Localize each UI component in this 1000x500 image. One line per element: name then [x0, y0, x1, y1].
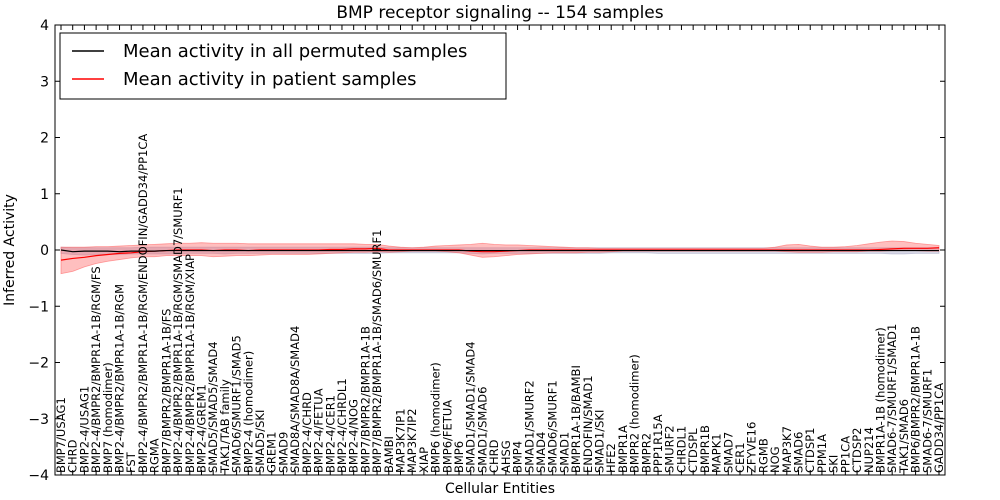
x-tick-label: CHRDL1 — [674, 426, 688, 473]
x-tick-label: CER1 — [733, 442, 747, 473]
y-tick-label: −4 — [28, 468, 49, 484]
x-tick-label: PP1CA — [838, 436, 852, 473]
x-tick-label: BMP7 (homodimer) — [101, 362, 115, 473]
x-tick-label: SMAD8A/SMAD8A/SMAD4 — [288, 326, 302, 473]
x-tick-label: SMAD9 — [276, 432, 290, 473]
x-tick-label: CTDSP1 — [803, 428, 817, 473]
y-axis: −4 −3 −2 −1 0 1 2 3 4 — [28, 18, 945, 484]
x-tick-label: CTDSPL — [686, 428, 700, 473]
x-tick-label: SMAD5/SKI — [253, 410, 267, 473]
x-tick-label: BMP6/BMPR2/BMPR1A-1B — [909, 326, 923, 473]
x-tick-label: GREM1 — [265, 432, 279, 473]
x-tick-label: BMPR1A — [616, 425, 630, 473]
series-lines — [60, 247, 940, 261]
x-tick-label: BMP2-4/BMPR2/BMPR1A-1B/RGM/SMAD7/SMURF1 — [171, 187, 185, 473]
x-tick-label: SMAD6-7/SMURF1/SMAD1 — [885, 324, 899, 473]
legend-label: Mean activity in all permuted samples — [123, 41, 467, 62]
x-tick-label: RGMA — [148, 438, 162, 473]
x-axis-label: Cellular Entities — [445, 481, 555, 497]
x-tick-label: BMP6/FETUA — [440, 400, 454, 473]
x-tick-label: BMP4 — [511, 441, 525, 473]
chart-title: BMP receptor signaling -- 154 samples — [336, 3, 663, 23]
legend: Mean activity in all permuted samples Mea… — [59, 32, 507, 100]
x-tick-label: TAK1/TAB family — [218, 379, 232, 474]
x-tick-label: MAPK1 — [710, 433, 724, 473]
x-tick-label: SMAD4 — [534, 432, 548, 473]
y-tick-label: 4 — [40, 18, 49, 34]
x-tick-label: SMAD1/SMAD6 — [475, 387, 489, 473]
x-tick-label: BMP2-4/FETUA — [312, 388, 326, 473]
x-tick-label: RGMB — [756, 438, 770, 473]
x-tick-label: BMP6 — [452, 441, 466, 473]
x-tick-label: BMP7/BMPR2/BMPR1A-1B — [358, 326, 372, 473]
x-tick-label: BMPR1B — [698, 425, 712, 473]
x-tick-label: BMP7/BMPR2/BMPR1A-1B/FS — [159, 309, 173, 473]
x-tick-label: NUP214 — [862, 427, 876, 473]
x-tick-label: BMP2-4/NOG — [347, 399, 361, 473]
y-tick-label: 3 — [40, 74, 49, 90]
x-tick-label: BMP2-4/CHRDL1 — [335, 378, 349, 473]
x-tick-label: HFE2 — [604, 443, 618, 473]
x-tick-label: BMP2-4 (homodimer) — [241, 351, 255, 473]
x-tick-label: SMAD6 — [792, 432, 806, 473]
x-tick-label: ENDOFIN/SMAD1 — [581, 375, 595, 473]
x-tick-label: CHRD — [487, 439, 501, 473]
x-tick-label: SMAD6/SMURF1/SMAD5 — [230, 335, 244, 473]
x-tick-label: SMAD6-7/SMURF1 — [920, 369, 934, 473]
x-tick-label: ZFYVE16 — [745, 422, 759, 473]
x-tick-label: CHRD — [66, 439, 80, 473]
x-tick-label: BMP2-4/GREM1 — [194, 384, 208, 473]
y-tick-label: 1 — [40, 187, 49, 203]
y-tick-label: 2 — [40, 131, 49, 147]
x-tick-label: SMAD5/SMAD5/SMAD4 — [206, 341, 220, 473]
x-tick-label: BMP6 (homodimer) — [429, 362, 443, 473]
x-tick-label: BAMBI — [382, 436, 396, 473]
x-tick-label: SMAD7 — [721, 432, 735, 473]
y-tick-label: −3 — [28, 412, 49, 428]
x-tick-label: MAP3K7 — [780, 426, 794, 473]
x-tick-label: PPM1A — [815, 434, 829, 473]
x-tick-label: BMP2-4/BMPR2/BMPR1A-1B/RGM — [113, 284, 127, 473]
x-tick-label: MAP3K7IP2 — [405, 408, 419, 473]
x-tick-label: BMP2-4/USAG1 — [77, 386, 91, 473]
x-tick-label: BMP2-4/BMPR2/BMPR1A-1B/RGM/XIAP — [183, 254, 197, 473]
x-tick-label: CTDSP2 — [850, 428, 864, 473]
x-tick-label: SMAD1/SMAD1/SMAD4 — [464, 341, 478, 473]
x-tick-label: BMP7/BMPR2/BMPR1A-1B/SMAD6/SMURF1 — [370, 230, 384, 473]
x-axis: BMP7/USAG1CHRDBMP2-4/USAG1BMP2-4/BMPR2/B… — [54, 25, 946, 475]
line-permuted — [60, 249, 939, 253]
x-tick-label: BMP2-4/BMPR2/BMPR1A-1B/RGM/FS — [89, 266, 103, 473]
legend-label: Mean activity in patient samples — [123, 69, 417, 90]
y-axis-label: Inferred Activity — [2, 194, 18, 306]
x-tick-label: PPP1R15A — [651, 414, 665, 473]
x-tick-label: SMAD1 — [557, 432, 571, 473]
y-tick-label: −2 — [28, 356, 49, 372]
x-tick-label: TAK1/SMAD6 — [897, 399, 911, 474]
x-tick-label: AHSG — [499, 440, 513, 473]
x-tick-label: BMP2-4/CER1 — [323, 395, 337, 473]
x-tick-label: BMPR1A-1B/BAMBI — [569, 365, 583, 473]
x-tick-label: BMPR1A-1B (homodimer) — [873, 327, 887, 473]
legend-box — [59, 32, 507, 100]
x-tick-label: SMURF2 — [663, 425, 677, 473]
x-tick-label: XIAP — [417, 447, 431, 473]
x-tick-label: BMPR2 (homodimer) — [628, 354, 642, 473]
x-tick-label: SMAD6/SMURF1 — [546, 380, 560, 473]
x-tick-label: NOG — [768, 446, 782, 473]
x-tick-label: BMP2-4/CHRD — [300, 392, 314, 473]
x-tick-label: BMP2-4/BMPR2/BMPR1A-1B/RGM/ENDOFIN/GADD3… — [136, 134, 150, 473]
y-tick-label: 0 — [40, 243, 49, 259]
x-tick-label: GADD34/PP1CA — [932, 383, 946, 473]
x-tick-label: SMAD1/SMURF2 — [522, 380, 536, 473]
y-tick-label: −1 — [28, 299, 49, 315]
x-tick-label: MAP3K7IP1 — [393, 408, 407, 473]
x-tick-label: BMPR2 — [639, 433, 653, 473]
x-tick-label: SKI — [827, 455, 841, 473]
x-tick-label: SMAD1/SKI — [593, 410, 607, 473]
x-tick-label: FST — [124, 451, 138, 473]
x-tick-label: BMP7/USAG1 — [54, 397, 68, 473]
